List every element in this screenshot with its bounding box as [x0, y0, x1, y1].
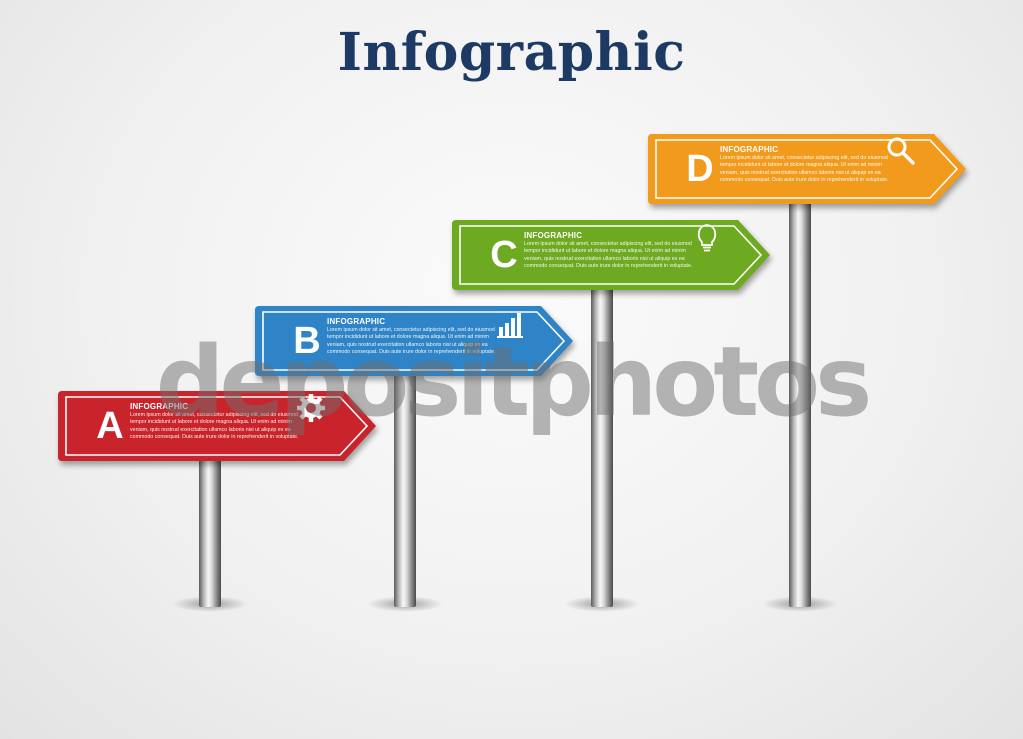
sign-heading: INFOGRAPHIC [524, 231, 583, 240]
sign-pole-b [394, 370, 416, 607]
arrow-sign-shape [648, 134, 966, 204]
arrow-sign-shape [452, 220, 770, 290]
page-title: Infographic [337, 22, 686, 83]
search-icon [887, 137, 915, 165]
sign-text: Lorem ipsum dolor sit amet, consectetur … [524, 241, 693, 270]
sign-pole-d [789, 200, 811, 607]
sign-a: A INFOGRAPHIC Lorem ipsum dolor sit amet… [58, 391, 376, 461]
sign-b: B INFOGRAPHIC Lorem ipsum dolor sit amet… [255, 306, 573, 376]
sign-pole-c [591, 285, 613, 607]
sign-letter: C [490, 234, 518, 276]
sign-pole-a [199, 455, 221, 607]
sign-text: Lorem ipsum dolor sit amet, consectetur … [130, 412, 299, 441]
sign-c: C INFOGRAPHIC Lorem ipsum dolor sit amet… [452, 220, 770, 290]
arrow-sign-shape [58, 391, 376, 461]
sign-heading: INFOGRAPHIC [720, 145, 779, 154]
arrow-sign-shape [255, 306, 573, 376]
sign-heading: INFOGRAPHIC [327, 317, 386, 326]
sign-letter: D [686, 148, 714, 190]
sign-letter: A [96, 405, 124, 447]
sign-heading: INFOGRAPHIC [130, 402, 189, 411]
sign-text: Lorem ipsum dolor sit amet, consectetur … [327, 327, 496, 356]
sign-d: D INFOGRAPHIC Lorem ipsum dolor sit amet… [648, 134, 966, 204]
gear-icon [297, 394, 325, 422]
sign-text: Lorem ipsum dolor sit amet, consectetur … [720, 155, 889, 184]
watermark: depositphotos [155, 326, 872, 438]
sign-letter: B [293, 320, 321, 362]
bar-chart-icon [497, 313, 523, 338]
lightbulb-icon [697, 224, 717, 252]
